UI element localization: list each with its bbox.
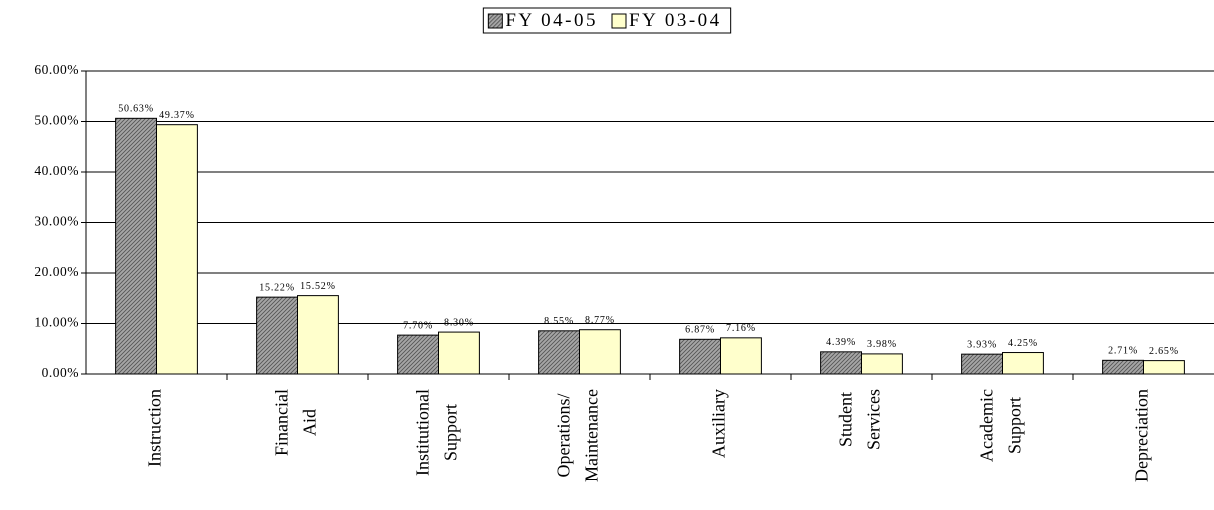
bar [397, 334, 439, 375]
bar [256, 296, 298, 375]
x-tick-label: Auxiliary [709, 389, 729, 458]
value-label: 3.93% [967, 339, 997, 350]
legend-swatch [611, 13, 627, 29]
bar [1002, 352, 1044, 375]
bar [1143, 360, 1185, 375]
legend-swatch [487, 13, 503, 29]
y-tick-label: 30.00% [34, 214, 79, 229]
bar [679, 338, 721, 375]
bar [820, 351, 862, 375]
legend: FY 04-05 FY 03-04 [482, 7, 732, 34]
value-label: 2.65% [1149, 346, 1179, 357]
value-label: 4.39% [826, 337, 856, 348]
x-tick-label: Student Services [836, 389, 884, 450]
bar [538, 330, 580, 375]
y-tick-label: 10.00% [34, 315, 79, 330]
legend-label: FY 04-05 [505, 10, 598, 31]
value-label: 2.71% [1108, 346, 1138, 357]
value-label: 8.30% [444, 317, 474, 328]
y-tick-label: 40.00% [34, 163, 79, 178]
y-tick-label: 0.00% [42, 365, 79, 380]
y-tick-label: 20.00% [34, 264, 79, 279]
bar [156, 124, 198, 375]
bar [438, 331, 480, 375]
x-tick-label: Institutional Support [413, 389, 461, 476]
bar [297, 295, 339, 375]
x-tick-label: Financial Aid [272, 389, 320, 456]
value-label: 50.63% [118, 104, 154, 115]
value-label: 4.25% [1008, 338, 1038, 349]
value-label: 7.70% [403, 320, 433, 331]
y-tick-label: 50.00% [34, 113, 79, 128]
value-label: 49.37% [159, 110, 195, 121]
value-label: 3.98% [867, 339, 897, 350]
value-label: 8.55% [544, 316, 574, 327]
bar [579, 329, 621, 375]
bar [720, 337, 762, 375]
legend-label: FY 03-04 [629, 10, 722, 31]
value-label: 6.87% [685, 325, 715, 336]
legend-box [482, 7, 732, 34]
x-tick-label: Depreciation [1132, 389, 1152, 482]
bar [1102, 359, 1144, 375]
x-tick-label: Operations/Maintenance [554, 389, 602, 482]
bar [861, 353, 903, 375]
x-tick-label: Academic Support [977, 389, 1025, 462]
bar [115, 117, 157, 375]
value-label: 7.16% [726, 323, 756, 334]
value-label: 15.22% [259, 282, 295, 293]
value-label: 8.77% [585, 315, 615, 326]
y-tick-label: 60.00% [34, 62, 79, 77]
x-tick-label: Instruction [145, 389, 165, 467]
bar [961, 353, 1003, 375]
value-label: 15.52% [300, 281, 336, 292]
